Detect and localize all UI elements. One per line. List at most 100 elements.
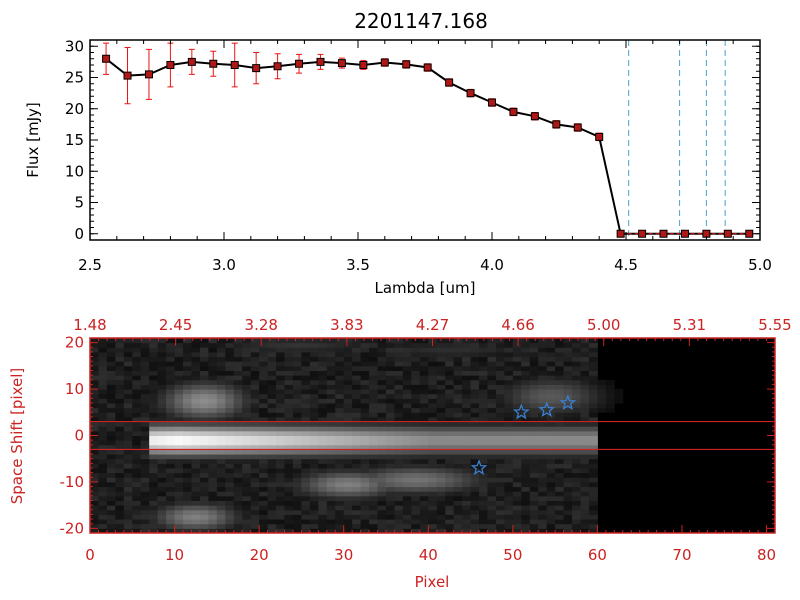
image-pixel (529, 393, 539, 399)
image-pixel (140, 463, 150, 469)
image-pixel (402, 481, 412, 488)
image-pixel (343, 468, 353, 474)
image-pixel (546, 477, 556, 483)
image-pixel (191, 365, 201, 371)
image-pixel (250, 407, 260, 413)
image-pixel (588, 338, 598, 344)
image-pixel (140, 356, 150, 362)
image-pixel (352, 384, 362, 390)
image-pixel (394, 505, 404, 511)
image-pixel (546, 356, 556, 362)
image-pixel (166, 430, 176, 436)
image-pixel (183, 509, 192, 515)
image-pixel (411, 468, 421, 474)
image-pixel (428, 379, 438, 385)
image-pixel (90, 389, 99, 395)
image-pixel (140, 365, 150, 371)
image-pixel (166, 491, 176, 497)
image-pixel (453, 454, 463, 460)
image-pixel (199, 426, 209, 432)
image-pixel (529, 486, 539, 492)
image-pixel (369, 523, 379, 529)
image-pixel (276, 416, 286, 423)
image-pixel (132, 523, 142, 529)
image-pixel (495, 509, 505, 515)
image-pixel (343, 449, 353, 455)
spectrum-image-panel: 0 10 20 30 40 50 60 70 80 1.48 2.45 3.28 3.83 4.27 4.… (8, 316, 792, 591)
image-pixel (166, 356, 176, 362)
image-pixel (259, 398, 269, 404)
image-pixel (106, 477, 116, 483)
image-pixel (495, 361, 505, 367)
image-pixel (140, 491, 150, 497)
image-pixel (276, 426, 286, 432)
image-pixel (479, 481, 488, 488)
image-pixel (242, 486, 252, 492)
image-pixel (394, 342, 404, 348)
image-pixel (462, 514, 472, 520)
image-pixel (538, 444, 548, 450)
image-pixel (250, 468, 260, 474)
image-pixel (588, 523, 598, 529)
image-pixel (149, 426, 159, 432)
image-pixel (445, 505, 455, 511)
image-pixel (183, 444, 192, 450)
image-pixel (546, 421, 556, 427)
image-pixel (276, 356, 286, 362)
image-pixel (309, 416, 319, 423)
image-pixel (242, 416, 252, 423)
image-pixel (250, 375, 260, 381)
image-pixel (233, 426, 243, 432)
image-pixel (462, 412, 472, 418)
image-pixel (377, 356, 387, 362)
image-pixel (132, 468, 142, 474)
image-pixel (318, 398, 328, 404)
image-pixel (216, 347, 226, 353)
y-tick-label: 25 (65, 69, 84, 87)
image-pixel (259, 375, 269, 381)
image-pixel (512, 365, 522, 371)
image-pixel (174, 361, 184, 367)
image-pixel (487, 477, 497, 483)
star-marker (559, 394, 577, 411)
image-pixel (233, 449, 243, 455)
image-pixel (208, 398, 218, 404)
image-pixel (495, 505, 505, 511)
image-pixel (216, 509, 226, 515)
image-pixel (149, 449, 159, 455)
image-pixel (267, 351, 277, 358)
image-pixel (157, 481, 167, 488)
image-pixel (140, 379, 150, 385)
image-pixel (140, 468, 150, 474)
image-pixel (343, 472, 353, 478)
image-pixel (538, 509, 548, 515)
image-pixel (149, 398, 159, 404)
image-pixel (276, 338, 286, 344)
image-pixel (385, 495, 395, 501)
image-pixel (90, 375, 99, 381)
image-pixel (183, 468, 192, 474)
image-pixel (191, 370, 201, 376)
image-pixel (225, 435, 235, 441)
image-pixel (276, 463, 286, 469)
image-pixel (276, 481, 286, 488)
image-pixel (377, 416, 387, 423)
image-pixel (98, 454, 108, 460)
image-pixel (597, 398, 607, 404)
image-pixel (166, 338, 176, 344)
image-pixel (436, 342, 446, 348)
image-pixel (385, 338, 395, 344)
image-pixel (572, 523, 581, 529)
image-pixel (157, 398, 167, 404)
image-pixel (546, 426, 556, 432)
image-pixel (166, 440, 176, 446)
image-pixel (157, 338, 167, 344)
image-pixel (428, 365, 438, 371)
image-pixel (326, 444, 336, 450)
flux-data-point (573, 123, 582, 132)
image-pixel (166, 454, 176, 460)
image-pixel (385, 528, 395, 534)
image-pixel (157, 365, 167, 371)
image-pixel (301, 468, 311, 474)
image-pixel (301, 370, 311, 376)
